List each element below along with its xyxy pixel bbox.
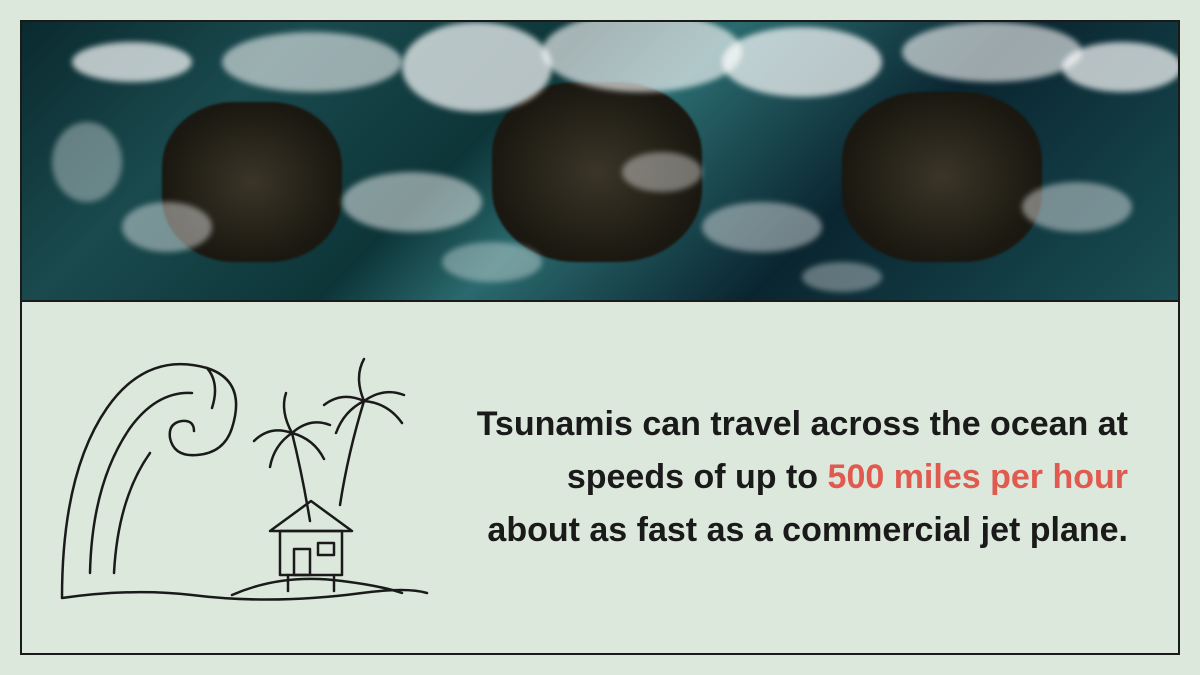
ocean-aerial-photo xyxy=(22,22,1178,300)
fact-panel: Tsunamis can travel across the ocean at … xyxy=(22,300,1178,653)
tsunami-fact-text: Tsunamis can travel across the ocean at … xyxy=(472,398,1128,556)
infographic-frame: Tsunamis can travel across the ocean at … xyxy=(20,20,1180,655)
fact-post: about as fast as a commercial jet plane. xyxy=(487,511,1128,549)
fact-highlight: 500 miles per hour xyxy=(828,458,1128,496)
tsunami-line-illustration xyxy=(52,333,432,623)
